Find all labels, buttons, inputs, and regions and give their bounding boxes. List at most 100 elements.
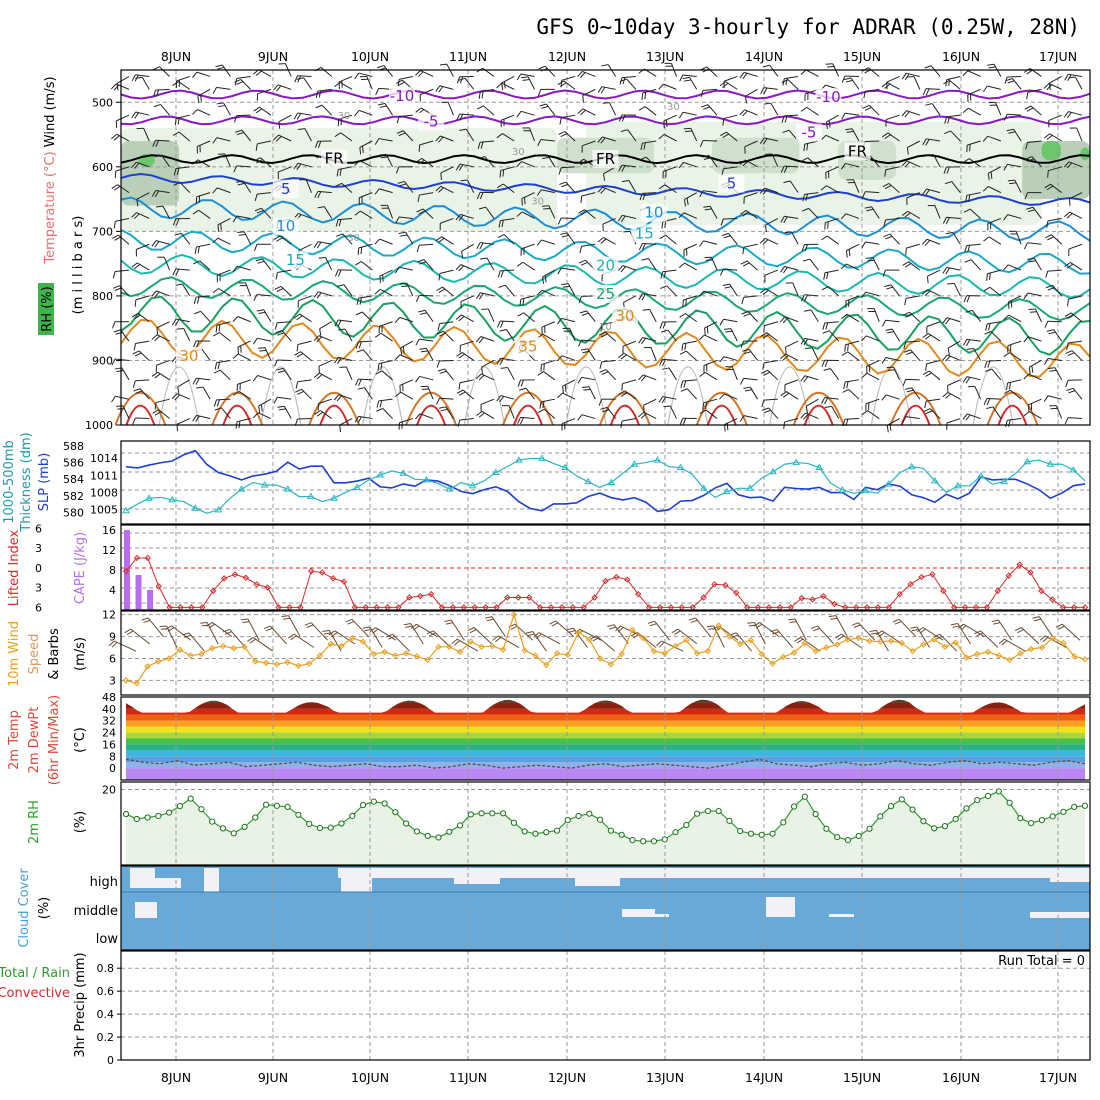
axis-label: 2m DewPt — [27, 707, 42, 774]
wind-barb — [617, 265, 624, 272]
wind-barb — [683, 380, 687, 388]
wind-barb — [884, 83, 891, 89]
wind-barb — [275, 330, 283, 334]
wind-barb — [277, 405, 285, 408]
isotherm-line — [120, 196, 1091, 242]
wind-speed-point — [133, 680, 140, 687]
wind-barb — [265, 627, 273, 632]
wind-barb — [135, 161, 150, 168]
wind-barb — [782, 392, 790, 398]
wind-barb — [1031, 365, 1034, 373]
wind-barb — [236, 418, 251, 423]
wind-barb — [684, 192, 697, 200]
wind-barb — [116, 76, 130, 84]
wind-barb — [172, 218, 177, 226]
li-point — [362, 604, 369, 611]
wind-barb — [620, 392, 628, 397]
tick-label: 582 — [63, 490, 84, 503]
wind-barb — [761, 369, 768, 374]
wind-barb — [478, 412, 485, 418]
wind-barb — [354, 110, 360, 117]
wind-barb — [481, 366, 483, 375]
wind-barb — [702, 154, 710, 158]
wind-barb — [382, 274, 384, 282]
wind-barb — [384, 103, 394, 116]
wind-speed-point — [456, 648, 464, 656]
rh-contour — [362, 366, 404, 426]
wind-barb — [780, 391, 787, 397]
wind-barb — [318, 291, 332, 297]
wind-barb — [802, 258, 810, 262]
wind-barb — [216, 321, 231, 326]
isotherm-label: -10 — [816, 88, 841, 106]
rh-point — [715, 807, 722, 815]
wind-barb — [882, 269, 886, 277]
wind-barb — [1043, 395, 1049, 402]
wind-barb — [1064, 417, 1069, 425]
wind-barb — [555, 620, 575, 637]
wind-barb — [762, 64, 770, 68]
wind-barb — [683, 127, 691, 130]
wind-barb — [864, 206, 872, 209]
wind-barb — [663, 166, 677, 172]
wind-barb — [172, 268, 177, 276]
wind-barb — [138, 350, 150, 361]
wind-barb — [310, 622, 328, 641]
wind-barb — [343, 284, 353, 297]
rh-point — [855, 832, 862, 840]
wind-barb — [724, 393, 738, 400]
wind-barb — [770, 628, 778, 633]
wind-barb — [609, 626, 617, 630]
wind-barb — [780, 316, 786, 323]
panel-frame — [120, 781, 1091, 866]
wind-barb — [642, 192, 657, 194]
wind-barb — [192, 109, 198, 115]
li-point — [384, 604, 391, 611]
wind-barb — [743, 295, 758, 298]
wind-barb — [580, 109, 586, 116]
wind-barb — [458, 353, 465, 359]
wind-barb — [952, 625, 960, 628]
wind-barb — [636, 632, 657, 648]
wind-barb — [1008, 295, 1022, 303]
wind-barb — [825, 322, 829, 330]
wind-barb — [358, 295, 373, 299]
wind-barb — [935, 635, 943, 640]
wind-barb — [275, 135, 282, 142]
wind-barb — [522, 261, 535, 271]
date-label-bottom: 9JUN — [258, 1070, 288, 1085]
wind-barb — [948, 78, 951, 86]
temp-band — [126, 702, 1085, 709]
wind-barb — [784, 418, 799, 423]
wind-barb — [639, 156, 647, 161]
wind-barb — [780, 216, 785, 223]
label-bg — [795, 123, 822, 142]
wind-barb — [521, 76, 529, 79]
isotherm-line — [405, 391, 458, 426]
wind-barb — [242, 621, 250, 624]
wind-barb — [317, 191, 322, 199]
wind-barb — [257, 412, 272, 420]
wind-barb — [840, 263, 847, 270]
wind-barb — [600, 137, 606, 144]
wind-barb — [719, 356, 725, 363]
wind-barb — [792, 282, 799, 297]
wind-barb — [902, 379, 907, 386]
wind-speed-point — [424, 656, 431, 664]
wind-barb — [1048, 331, 1056, 335]
wind-speed-point — [564, 651, 571, 659]
rh-point — [424, 832, 431, 840]
wind-barb — [457, 419, 461, 427]
wind-barb — [926, 88, 941, 90]
wind-barb — [273, 396, 278, 404]
li-point — [275, 604, 282, 611]
wind-barb — [698, 290, 705, 297]
li-point — [743, 604, 751, 611]
date-label-top: 15JUN — [843, 49, 881, 64]
wind-barb — [1027, 158, 1035, 162]
wind-barb — [568, 630, 576, 633]
wind-barb — [252, 636, 274, 652]
wind-barb — [1001, 640, 1008, 646]
wind-barb — [925, 88, 930, 96]
thickness-point — [977, 471, 985, 479]
